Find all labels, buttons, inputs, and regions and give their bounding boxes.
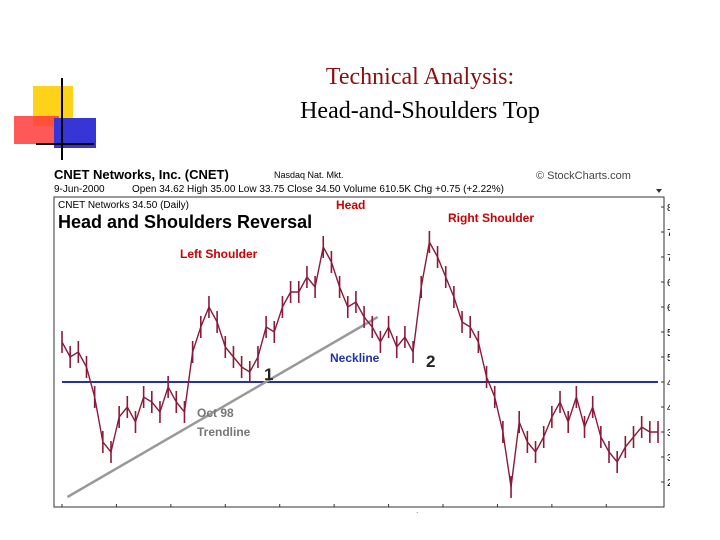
chart-company: CNET Networks, Inc. (CNET): [54, 167, 229, 182]
x-tick-label: May: [567, 512, 586, 513]
chart-title: Head and Shoulders Reversal: [58, 212, 312, 232]
x-tick-label: Jun: [623, 512, 639, 513]
series-label: CNET Networks 34.50 (Daily): [58, 200, 189, 211]
chart-date: 9-Jun-2000: [54, 184, 105, 195]
y-tick-label: 40: [667, 403, 670, 414]
plot-area: [53, 196, 665, 508]
y-tick-label: 55: [667, 328, 670, 339]
chart-annotation: 1: [264, 365, 273, 384]
chart-source: © StockCharts.com: [536, 170, 631, 182]
y-tick-label: 65: [667, 278, 670, 289]
x-axis: Aug Sep Oct Nov Dec 2000 Feb Mar Apr May Jun: [61, 504, 639, 513]
x-tick-label: Dec: [295, 512, 313, 513]
x-tick-label: Aug: [78, 512, 96, 513]
x-tick-label: Apr: [514, 512, 530, 513]
trendline: [66, 315, 379, 499]
stock-chart: CNET Networks, Inc. (CNET) Nasdaq Nat. M…: [53, 167, 670, 513]
y-tick-label: 45: [667, 378, 670, 389]
price-line: [61, 239, 658, 488]
y-tick-label: 75: [667, 228, 670, 239]
slide-title-line1: Technical Analysis:: [325, 64, 515, 90]
y-tick-label: 35: [667, 428, 670, 439]
chart-annotation: Trendline: [197, 425, 251, 439]
x-tick-label: Sep: [132, 512, 150, 513]
chart-annotation: Oct 98: [197, 406, 234, 420]
y-tick-label: 60: [667, 303, 670, 314]
dropdown-arrow-icon: [656, 189, 662, 193]
chart-annotation: Neckline: [330, 351, 380, 365]
x-tick-label: Mar: [459, 512, 477, 513]
chart-annotation: Head: [336, 198, 365, 212]
reference-lines: [62, 315, 658, 499]
chart-quote-line: Open 34.62 High 35.00 Low 33.75 Close 34…: [132, 184, 504, 195]
slide-title-line2: Head-and-Shoulders Top: [300, 98, 540, 124]
y-tick-label: 25: [667, 478, 670, 489]
y-tick-label: 50: [667, 353, 670, 364]
chart-annotation: Right Shoulder: [448, 211, 534, 225]
chart-annotation: 2: [426, 352, 435, 371]
y-tick-label: 70: [667, 253, 670, 264]
chart-exchange: Nasdaq Nat. Mkt.: [274, 170, 344, 180]
price-series: [61, 231, 659, 498]
x-tick-label: Nov: [241, 512, 259, 513]
y-axis: 80 75 70 65 60 55 50 45 40 35 30 25: [661, 203, 670, 489]
chart-annotation: Left Shoulder: [180, 247, 258, 261]
annotations: Head Left Shoulder Right Shoulder Neckline 1…: [180, 198, 534, 439]
x-tick-label: Feb: [404, 512, 422, 513]
y-tick-label: 80: [667, 203, 670, 214]
y-tick-label: 30: [667, 453, 670, 464]
x-tick-label: Oct: [188, 512, 204, 513]
x-tick-label: 2000: [348, 512, 371, 513]
